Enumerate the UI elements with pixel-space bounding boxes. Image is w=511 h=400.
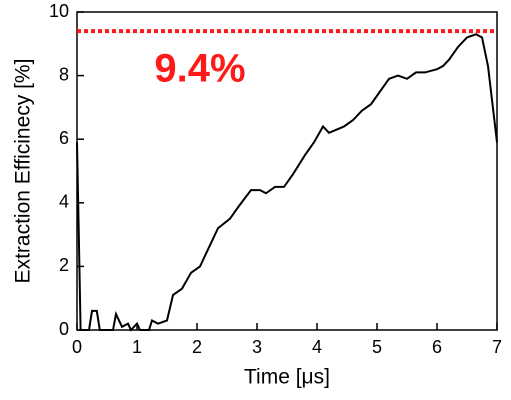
y-tick-label: 4 bbox=[59, 192, 69, 212]
y-tick-label: 0 bbox=[59, 319, 69, 339]
y-tick-label: 8 bbox=[59, 64, 69, 84]
y-tick-label: 6 bbox=[59, 128, 69, 148]
x-tick-label: 1 bbox=[132, 337, 142, 357]
x-tick-label: 2 bbox=[192, 337, 202, 357]
x-tick-label: 0 bbox=[72, 337, 82, 357]
x-tick-label: 7 bbox=[492, 337, 502, 357]
reference-label: 9.4% bbox=[154, 47, 245, 91]
data-line bbox=[76, 33, 498, 332]
y-tick-label: 10 bbox=[49, 1, 69, 21]
x-axis-label: Time [μs] bbox=[244, 366, 330, 389]
x-tick-label: 4 bbox=[312, 337, 322, 357]
y-tick-label: 2 bbox=[59, 255, 69, 275]
y-axis-label: Extraction Efficinecy [%] bbox=[12, 59, 35, 284]
plot-frame bbox=[76, 11, 498, 331]
x-tick-label: 6 bbox=[432, 337, 442, 357]
x-tick-label: 3 bbox=[252, 337, 262, 357]
x-tick-label: 5 bbox=[372, 337, 382, 357]
